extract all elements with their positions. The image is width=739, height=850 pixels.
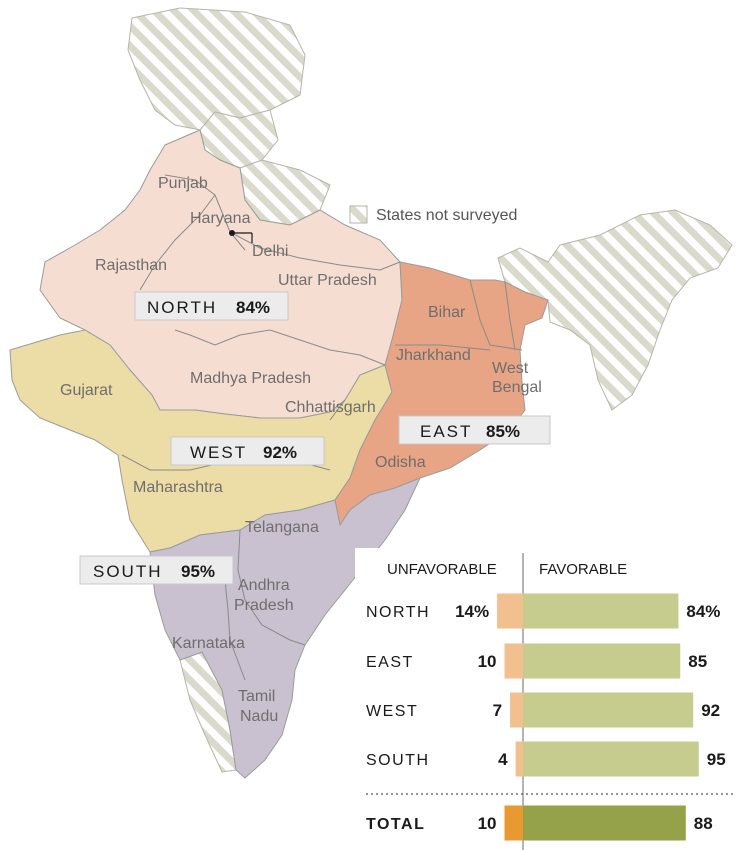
state-label-tamil-line1: Tamil (238, 688, 275, 705)
region-box-south: SOUTH 95% (79, 555, 234, 585)
state-label-telangana: Telangana (245, 519, 319, 536)
state-label-tamil-line2: Nadu (240, 708, 278, 725)
unfavorable-bar-north (497, 593, 523, 629)
favorable-bar-north (523, 593, 679, 629)
favorable-value-south: 95 (707, 750, 726, 769)
region-name-east: EAST (420, 422, 472, 441)
state-borders (121, 174, 523, 681)
column-header-unfavorable: UNFAVORABLE (387, 561, 497, 578)
region-value-south: 95% (181, 562, 215, 581)
unfavorable-value-north: 14% (455, 602, 489, 621)
state-label-bihar: Bihar (428, 304, 466, 321)
unsurveyed-northeast-region (497, 209, 733, 411)
region-name-west: WEST (190, 443, 247, 462)
row-label-east: EAST (366, 654, 414, 671)
state-label-rajasthan: Rajasthan (95, 257, 167, 274)
favorable-value-north: 84% (686, 602, 720, 621)
unfavorable-value-west: 7 (493, 701, 502, 720)
state-label-chhattisgarh: Chhattisgarh (285, 399, 376, 416)
not-surveyed-swatch (349, 205, 368, 224)
region-box-north: NORTH 84% (134, 291, 289, 321)
state-label-west-bengal-line2: Bengal (492, 379, 542, 396)
state-label-punjab: Punjab (158, 175, 208, 192)
favorable-value-east: 85 (688, 652, 707, 671)
state-label-west-bengal-line1: West (492, 360, 529, 377)
row-label-west: WEST (366, 703, 418, 720)
region-name-south: SOUTH (93, 562, 163, 581)
unfavorable-value-south: 4 (498, 750, 508, 769)
favorable-bar-west (523, 692, 694, 728)
unsurveyed-north-region (127, 7, 306, 131)
south-region (149, 477, 421, 779)
state-label-gujarat: Gujarat (60, 382, 113, 399)
favorable-value-west: 92 (701, 701, 720, 720)
column-header-favorable: FAVORABLE (539, 561, 627, 578)
unfavorable-bar-west (510, 692, 523, 728)
not-surveyed-legend: States not surveyed (376, 207, 517, 224)
region-box-east: EAST 85% (398, 415, 551, 445)
east-region (334, 261, 549, 527)
bar-rows: NORTH 14% 84% EAST 10 85 WEST 7 92 SOUTH 4 95 TOTAL 1… (366, 593, 726, 841)
unfavorable-bar-east (504, 643, 523, 679)
favorable-bar-total (523, 805, 686, 841)
delhi-marker (229, 230, 235, 236)
state-label-odisha: Odisha (375, 454, 426, 471)
unfavorable-bar-south (515, 741, 523, 777)
region-value-west: 92% (263, 443, 297, 462)
row-label-total: TOTAL (366, 816, 425, 833)
region-box-west: WEST 92% (170, 436, 325, 466)
region-name-north: NORTH (147, 298, 217, 317)
favorable-value-total: 88 (694, 814, 713, 833)
row-label-north: NORTH (366, 604, 430, 621)
unfavorable-value-total: 10 (478, 814, 497, 833)
favorable-bar-south (523, 741, 699, 777)
state-label-uttar-pradesh: Uttar Pradesh (278, 272, 377, 289)
favorability-bar-chart: UNFAVORABLE FAVORABLE NORTH 14% 84% EAST 10 8… (355, 548, 735, 850)
state-label-andhra-line1: Andhra (238, 577, 290, 594)
state-label-jharkhand: Jharkhand (396, 347, 471, 364)
region-value-east: 85% (486, 422, 520, 441)
state-label-karnataka: Karnataka (172, 635, 245, 652)
row-label-south: SOUTH (366, 752, 430, 769)
state-label-andhra-line2: Pradesh (234, 597, 294, 614)
state-label-haryana: Haryana (190, 210, 251, 227)
region-value-north: 84% (236, 298, 270, 317)
favorable-bar-east (523, 643, 681, 679)
unfavorable-value-east: 10 (478, 652, 497, 671)
state-label-maharashtra: Maharashtra (133, 479, 223, 496)
state-label-delhi: Delhi (252, 243, 288, 260)
unfavorable-bar-total (504, 805, 523, 841)
state-label-madhya-pradesh: Madhya Pradesh (190, 370, 311, 387)
